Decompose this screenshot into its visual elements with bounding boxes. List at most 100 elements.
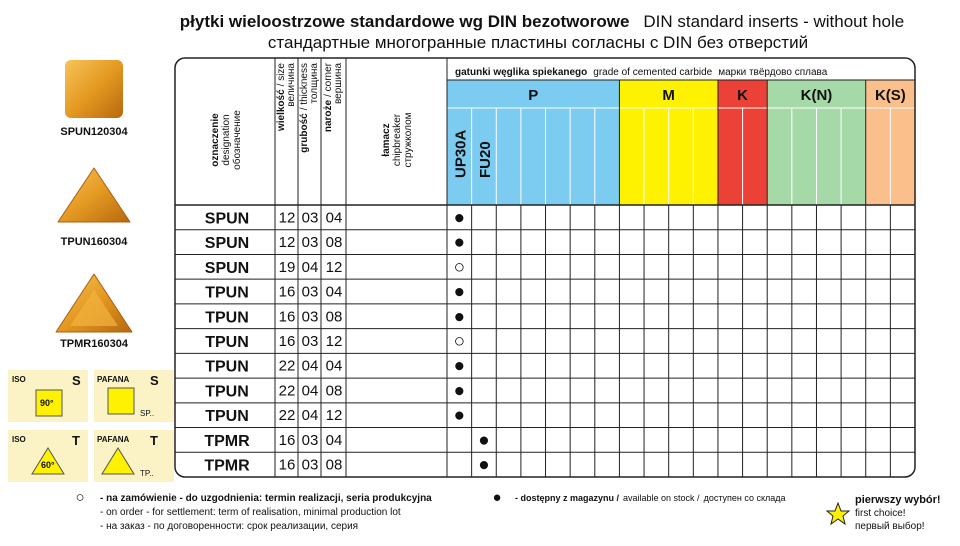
iso: ISO xyxy=(12,375,26,384)
header-chipbreaker: chipbreaker xyxy=(392,113,403,166)
grade-title-part: grade of cemented carbide xyxy=(593,67,712,78)
availability: ○ xyxy=(454,257,465,278)
code: TP.. xyxy=(140,469,154,478)
thickness: 04 xyxy=(302,358,319,375)
stock-en: available on stock / xyxy=(623,493,700,503)
corner: 04 xyxy=(326,284,343,301)
designation: TPUN xyxy=(205,309,249,326)
header-corner: naroże / corner xyxy=(323,62,334,132)
angle: 60° xyxy=(41,460,55,470)
size: 16 xyxy=(279,308,296,325)
title-ru: стандартные многогранные пластины соглас… xyxy=(268,33,808,52)
header-size: величина xyxy=(286,63,297,107)
legend-symbol: ○ xyxy=(75,489,84,506)
corner: 04 xyxy=(326,432,343,449)
designation: TPUN xyxy=(205,383,249,400)
insert-face xyxy=(70,290,118,326)
group-name: M xyxy=(662,87,675,104)
title-pl: płytki wieloostrzowe standardowe wg DIN … xyxy=(180,12,630,31)
size: 16 xyxy=(279,457,296,474)
shape xyxy=(107,387,135,415)
insert-label: TPUN160304 xyxy=(61,236,129,248)
size: 19 xyxy=(279,259,296,276)
thickness: 03 xyxy=(302,308,319,325)
corner: 08 xyxy=(326,457,343,474)
corner: 12 xyxy=(326,259,343,276)
header-part: wielkość xyxy=(276,89,287,132)
legend-text: - on order - for settlement: term of rea… xyxy=(100,507,401,518)
grade-title-part: gatunki węglika spiekanego xyxy=(455,67,587,78)
header-corner: вершина xyxy=(333,63,344,104)
header-designation: designation xyxy=(221,114,232,165)
star xyxy=(825,501,851,526)
header-thickness: толщина xyxy=(309,63,320,104)
first-choice: pierwszy wybór! xyxy=(855,494,941,506)
availability: ● xyxy=(478,430,489,451)
thickness: 03 xyxy=(302,234,319,251)
grade-title-part: марки твёрдово сплава xyxy=(718,67,827,78)
availability: ● xyxy=(454,207,465,228)
availability: ● xyxy=(454,380,465,401)
availability: ● xyxy=(454,405,465,426)
designation: SPUN xyxy=(205,260,249,277)
table: P M K K(N) K(S) gatunki węglika spiekanego gra… xyxy=(174,57,916,478)
availability: ● xyxy=(454,232,465,253)
size: 22 xyxy=(279,382,296,399)
availability: ● xyxy=(454,356,465,377)
header-designation: обозначение xyxy=(231,110,243,170)
corner: 12 xyxy=(326,333,343,350)
corner: 04 xyxy=(326,358,343,375)
pafana: PAFANA xyxy=(97,375,130,384)
size: 22 xyxy=(279,358,296,375)
header-part: / size xyxy=(276,63,287,87)
thickness: 04 xyxy=(302,382,319,399)
first-choice: первый выбор! xyxy=(855,520,925,532)
thickness: 03 xyxy=(302,209,319,226)
angle: 90° xyxy=(40,398,54,408)
designation: TPUN xyxy=(205,334,249,351)
availability: ● xyxy=(478,455,489,476)
size: 22 xyxy=(279,407,296,424)
thickness: 04 xyxy=(302,407,319,424)
legend-text: - на заказ - по договоренности: срок реа… xyxy=(100,521,358,532)
designation: TPUN xyxy=(205,285,249,302)
header-size: wielkość / size xyxy=(276,63,287,132)
insert-square xyxy=(65,60,123,118)
corner: 08 xyxy=(326,308,343,325)
legend-text: - dostępny z magazynu / available on stoc… xyxy=(515,493,786,503)
header-part: grubość xyxy=(299,113,310,153)
first-choice: first choice! xyxy=(855,508,906,519)
group-name: K(N) xyxy=(801,87,833,104)
corner: 04 xyxy=(326,209,343,226)
designation: TPUN xyxy=(205,359,249,376)
insert-triangle xyxy=(57,167,131,223)
group-name: K(S) xyxy=(875,87,906,104)
header-part: / thickness xyxy=(299,63,310,110)
title-en: DIN standard inserts - without hole xyxy=(643,12,904,31)
thickness: 03 xyxy=(302,333,319,350)
header-thickness: grubość / thickness xyxy=(299,63,310,153)
availability: ● xyxy=(454,282,465,303)
pafana-letter: S xyxy=(150,373,159,388)
designation: SPUN xyxy=(205,210,249,227)
size: 16 xyxy=(279,333,296,350)
insert-label: TPMR160304 xyxy=(60,338,129,350)
legend-symbol: ● xyxy=(492,489,501,506)
stock-pl: - dostępny z magazynu / xyxy=(515,493,620,503)
title: płytki wieloostrzowe standardowe wg DIN … xyxy=(180,12,904,31)
shape xyxy=(35,389,63,417)
corner: 12 xyxy=(326,407,343,424)
iso-box: ISO T 60° PAFANA T TP.. xyxy=(8,430,174,482)
corner: 08 xyxy=(326,234,343,251)
insert-label: SPUN120304 xyxy=(60,126,128,138)
designation: SPUN xyxy=(205,235,249,252)
stock-ru: доступен со склада xyxy=(704,493,786,503)
size: 12 xyxy=(279,209,296,226)
thickness: 03 xyxy=(302,284,319,301)
grade-name: UP30A xyxy=(452,129,469,178)
availability: ● xyxy=(454,306,465,327)
iso-box: ISO S 90° PAFANA S SP.. xyxy=(8,370,174,422)
group-name: K xyxy=(737,87,748,104)
code: SP.. xyxy=(140,409,154,418)
